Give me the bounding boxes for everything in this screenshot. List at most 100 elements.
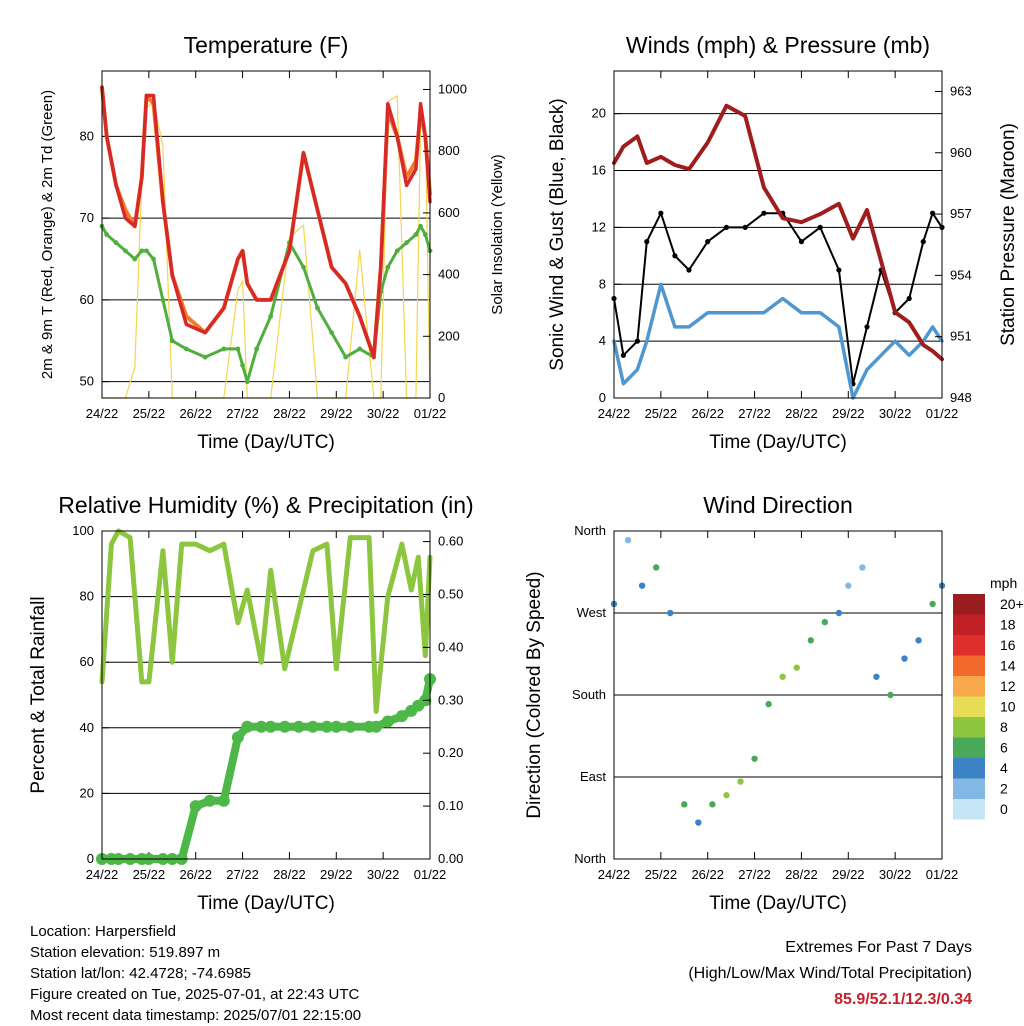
direction-point <box>859 564 866 571</box>
x-tick-label: 01/22 <box>926 406 959 421</box>
x-tick-label: 30/22 <box>367 867 400 882</box>
precip-point <box>217 794 230 807</box>
series-pressure <box>612 103 944 362</box>
y-tick-label: 0 <box>87 851 94 866</box>
panel-3: 24/22 25/22 26/22 27/22 28/22 29/22 30/22 01/22… <box>28 492 474 914</box>
series-dewpoint <box>100 224 432 384</box>
plot-frame <box>101 530 431 860</box>
x-tick-label: 28/22 <box>785 867 818 882</box>
legend-swatch <box>953 676 985 697</box>
y-right-tick-label: 963 <box>950 83 972 98</box>
legend-swatch <box>953 594 985 615</box>
legend-label: 2 <box>1000 781 1008 797</box>
series-gust <box>613 212 943 385</box>
y-axis-label-right: Station Pressure (Maroon) <box>998 123 1019 346</box>
panel-title: Relative Humidity (%) & Precipitation (i… <box>58 492 473 518</box>
y-tick-label: 50 <box>80 374 94 389</box>
direction-point <box>638 582 646 589</box>
x-tick-label: 25/22 <box>133 867 166 882</box>
panel-title: Winds (mph) & Pressure (mb) <box>626 32 930 58</box>
panel-2: 24/22 25/22 26/22 27/22 28/22 29/22 30/22 01/22… <box>547 32 1019 453</box>
station-latlon: Station lat/lon: 42.4728; -74.6985 <box>30 965 252 982</box>
panel-title: Temperature (F) <box>184 32 349 58</box>
direction-point <box>835 609 843 617</box>
y-tick-label: 70 <box>80 210 94 225</box>
y-right-tick-label: 0.20 <box>438 745 463 760</box>
y-right-tick-label: 200 <box>438 328 460 343</box>
direction-point <box>681 801 688 808</box>
legend-swatch <box>953 717 985 738</box>
y-tick-label: 80 <box>80 589 94 604</box>
legend-swatch <box>953 737 985 758</box>
y-right-tick-label: 0.30 <box>438 692 463 707</box>
legend-label: 12 <box>1000 678 1016 694</box>
direction-point <box>667 609 674 617</box>
x-axis-label: Time (Day/UTC) <box>709 893 847 914</box>
precip-point <box>381 715 394 728</box>
direction-point <box>624 536 632 544</box>
direction-point <box>873 673 880 680</box>
x-axis-label: Time (Day/UTC) <box>197 432 335 453</box>
y-right-tick-label: 1000 <box>438 82 467 97</box>
precip-point <box>292 720 305 733</box>
x-tick-label: 28/22 <box>785 406 818 421</box>
y-tick-label: 12 <box>592 219 606 234</box>
y-right-tick-label: 0.50 <box>438 586 463 601</box>
legend-swatch <box>953 635 985 656</box>
x-tick-label: 27/22 <box>738 867 771 882</box>
y-axis-label: Percent & Total Rainfall <box>28 596 49 793</box>
direction-point <box>737 778 744 785</box>
precip-point <box>330 720 343 733</box>
direction-point <box>807 637 814 644</box>
y-right-tick-label: 800 <box>438 143 460 158</box>
y-right-tick-label: 957 <box>950 206 972 221</box>
x-tick-label: 28/22 <box>273 406 306 421</box>
direction-point <box>652 564 660 571</box>
precip-point <box>306 720 319 733</box>
plot-frame <box>613 70 943 399</box>
y-right-tick-label: 0.60 <box>438 534 463 549</box>
legend-swatch <box>953 799 985 820</box>
x-tick-label: 29/22 <box>320 406 353 421</box>
x-tick-label: 27/22 <box>226 406 259 421</box>
x-tick-label: 01/22 <box>414 867 447 882</box>
panel-title: Wind Direction <box>703 492 853 518</box>
precip-point <box>370 720 383 733</box>
y-tick-label: 40 <box>80 720 94 735</box>
direction-point <box>845 582 852 589</box>
y-right-tick-label: 0.40 <box>438 639 463 654</box>
precip-point <box>320 720 333 733</box>
x-axis-label: Time (Day/UTC) <box>197 893 335 914</box>
direction-point <box>887 691 894 699</box>
y-axis-label: Sonic Wind & Gust (Blue, Black) <box>547 98 568 370</box>
y-tick-label: South <box>572 687 606 702</box>
extremes-box: Extremes For Past 7 Days (High/Low/Max W… <box>688 935 972 1013</box>
x-tick-label: 30/22 <box>879 406 912 421</box>
series-precipitation <box>98 675 434 863</box>
legend-label: 14 <box>1000 658 1016 674</box>
x-tick-label: 30/22 <box>367 406 400 421</box>
y-tick-label: 20 <box>80 785 94 800</box>
x-tick-label: 27/22 <box>738 406 771 421</box>
legend-label: 20+ <box>1000 596 1024 612</box>
x-tick-label: 27/22 <box>226 867 259 882</box>
precip-point <box>231 731 244 744</box>
y-tick-label: 8 <box>599 276 606 291</box>
y-right-tick-label: 960 <box>950 145 972 160</box>
legend-swatch <box>953 758 985 779</box>
precip-point <box>189 800 202 813</box>
legend-label: 0 <box>1000 801 1008 817</box>
panel-1: 24/22 25/22 26/22 27/22 28/22 29/22 30/22 01/22… <box>39 32 506 453</box>
y-tick-label: 100 <box>72 523 94 538</box>
plot-frame <box>613 530 943 860</box>
legend-label: 10 <box>1000 699 1016 715</box>
direction-point <box>695 819 702 826</box>
direction-point <box>901 655 908 662</box>
figure-created: Figure created on Tue, 2025-07-01, at 22… <box>30 986 360 1003</box>
y-tick-label: 60 <box>80 292 94 307</box>
station-location: Location: Harpersfield <box>30 923 176 940</box>
x-tick-label: 25/22 <box>645 867 678 882</box>
series-wind <box>612 282 944 400</box>
precip-point <box>264 720 277 733</box>
